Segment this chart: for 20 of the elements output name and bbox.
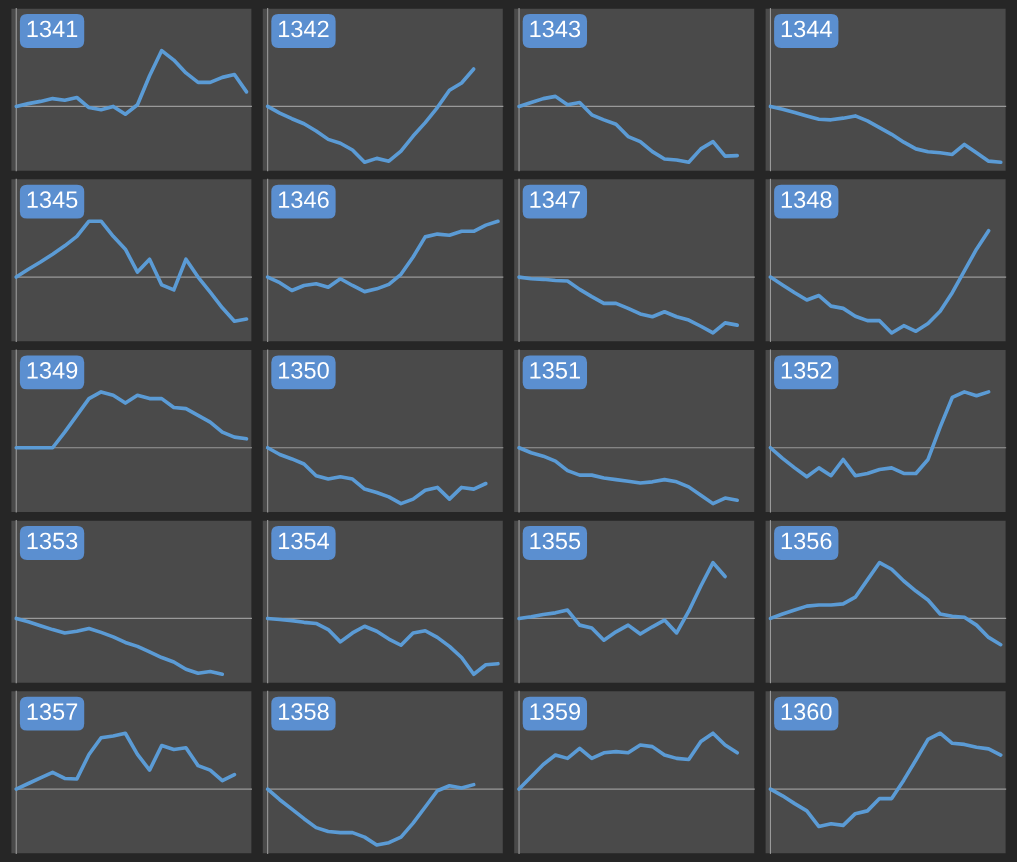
chart-title: 1350 <box>279 361 329 379</box>
chart-title: 1346 <box>279 191 329 209</box>
chart-title: 1351 <box>530 361 580 379</box>
chart-title: 1358 <box>279 703 329 721</box>
chart-title: 1345 <box>27 191 78 209</box>
chart-title: 1342 <box>279 20 329 38</box>
chart-title: 1352 <box>781 361 832 379</box>
chart-title: 1349 <box>27 361 78 379</box>
chart-title: 1347 <box>530 191 580 209</box>
chart-title: 1356 <box>781 532 832 550</box>
chart-title: 1360 <box>781 703 832 721</box>
chart-title: 1359 <box>530 703 581 721</box>
chart-title: 1341 <box>27 20 78 38</box>
chart-title: 1357 <box>27 703 78 721</box>
chart-title: 1344 <box>781 20 832 38</box>
chart-title: 1348 <box>781 191 832 209</box>
chart-title: 1354 <box>279 532 330 550</box>
chart-title: 1353 <box>27 532 78 550</box>
chart-title: 1343 <box>530 20 581 38</box>
chart-title: 1355 <box>530 532 581 550</box>
